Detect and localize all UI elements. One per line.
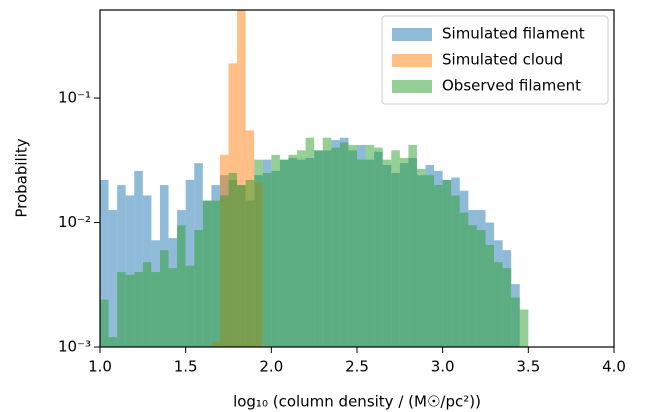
histogram-bar <box>177 225 186 347</box>
histogram-bar <box>459 212 469 347</box>
histogram-bar <box>168 268 178 347</box>
histogram-bar <box>185 265 195 347</box>
histogram-bar <box>125 195 135 347</box>
histogram-bar <box>365 144 375 347</box>
histogram-bar <box>331 147 340 347</box>
legend-swatch <box>392 54 432 67</box>
histogram-bar <box>357 159 366 347</box>
histogram-bar <box>502 268 512 347</box>
x-tick-label: 2.0 <box>259 358 283 376</box>
histogram-bar <box>237 185 246 347</box>
histogram-bar <box>219 195 229 347</box>
histogram-bar <box>425 175 435 347</box>
histogram-bar <box>134 170 143 347</box>
histogram-bar <box>485 244 495 347</box>
legend-label: Simulated filament <box>442 25 585 43</box>
histogram-bar <box>519 309 529 347</box>
histogram-bar <box>391 150 400 347</box>
histogram-bar <box>374 147 383 347</box>
histogram-bar <box>134 272 143 347</box>
histogram-bar <box>117 185 126 347</box>
x-tick-label: 1.5 <box>174 358 198 376</box>
histogram-bar <box>262 173 272 347</box>
y-tick-label: 10⁻¹ <box>58 89 91 107</box>
histogram-bar <box>399 157 409 347</box>
histogram-bar <box>151 272 160 347</box>
histogram-bar <box>279 159 289 347</box>
legend-box <box>381 15 609 105</box>
y-tick-label: 10⁻³ <box>58 338 91 356</box>
histogram-bar <box>194 230 203 347</box>
histogram-bar <box>142 262 152 347</box>
histogram-bar <box>494 262 503 347</box>
histogram-bar <box>476 230 486 347</box>
histogram-bar <box>511 297 520 347</box>
histogram-bar <box>100 299 109 347</box>
x-tick-label: 3.5 <box>516 358 540 376</box>
histogram-bar <box>271 154 280 347</box>
histogram-bar <box>288 154 298 347</box>
bars-layer <box>100 10 529 347</box>
histogram-bar <box>382 159 392 347</box>
histogram-bar <box>468 225 477 347</box>
x-axis-label: log₁₀ (column density / (M☉/pc²)) <box>233 393 481 411</box>
histogram-bar <box>125 274 135 347</box>
histogram-bar <box>442 179 452 347</box>
histogram-bar <box>254 159 263 347</box>
y-tick-label: 10⁻² <box>58 213 91 231</box>
histogram-bar <box>305 137 315 347</box>
histogram-bar <box>297 150 306 347</box>
histogram-bar <box>339 142 349 347</box>
histogram-bar <box>408 144 417 347</box>
legend-label: Observed filament <box>442 77 581 95</box>
histogram-bar <box>185 179 195 347</box>
histogram-bar <box>434 185 443 347</box>
histogram-bar <box>100 179 109 347</box>
legend-swatch <box>392 28 432 41</box>
legend-label: Simulated cloud <box>442 51 563 69</box>
histogram-bar <box>416 168 426 347</box>
histogram-bar <box>202 200 212 347</box>
x-tick-label: 2.5 <box>345 358 369 376</box>
histogram-bar <box>322 137 332 347</box>
histogram-bar <box>211 200 220 347</box>
x-tick-label: 1.0 <box>88 358 112 376</box>
histogram-bar <box>237 10 246 347</box>
histogram-bar <box>245 179 255 347</box>
histogram-bar <box>117 272 126 347</box>
histogram-bar <box>108 210 118 347</box>
histogram-bar <box>159 250 169 347</box>
legend-swatch <box>392 80 432 93</box>
histogram-bar <box>348 144 357 347</box>
y-axis-label: Probability <box>13 138 31 217</box>
x-tick-label: 3.0 <box>431 358 455 376</box>
x-tick-label: 4.0 <box>602 358 626 376</box>
histogram-bar <box>451 195 460 347</box>
histogram-bar <box>228 173 238 347</box>
histogram-bar <box>314 150 323 347</box>
histogram-bar <box>108 337 118 347</box>
